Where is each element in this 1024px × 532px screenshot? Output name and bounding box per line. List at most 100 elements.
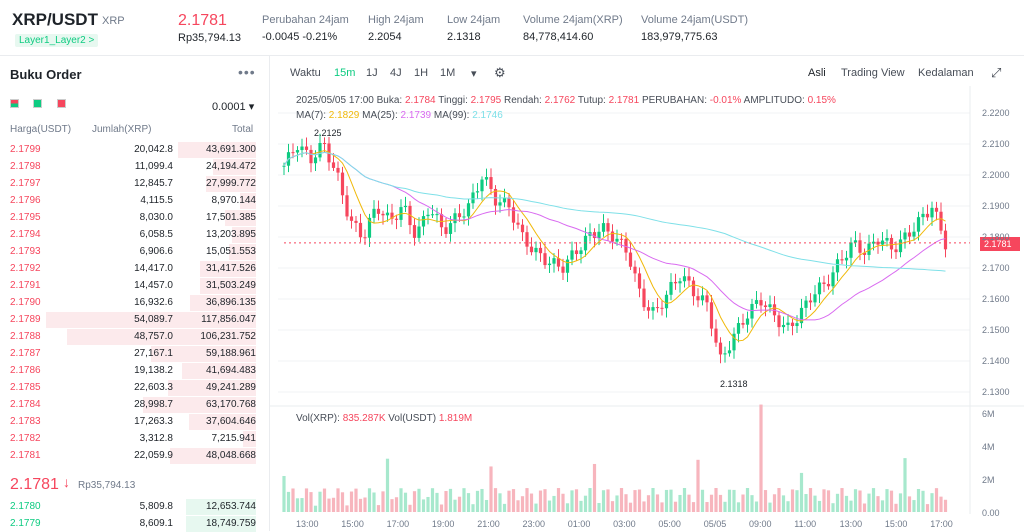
pair-name[interactable]: XRP/USDT xyxy=(12,10,98,29)
category-tag[interactable]: Layer1_Layer2 > xyxy=(15,34,99,47)
volume-bar xyxy=(624,494,628,512)
ask-row[interactable]: 2.1781 22,059.9 48,048.668 xyxy=(0,447,270,464)
ask-price: 2.1794 xyxy=(10,229,41,240)
ask-row[interactable]: 2.1787 27,167.1 59,188.961 xyxy=(0,345,270,362)
kline-chart[interactable]: 2.2125 2.1318 Waktu 15m 1J 4J 1H 1M ▾ ⚙ A… xyxy=(270,56,1024,531)
vol-axis-label: 4M xyxy=(982,442,995,452)
volume-bar xyxy=(790,489,795,512)
candle-body xyxy=(340,172,345,196)
volume-bar xyxy=(313,505,318,512)
volume-bar xyxy=(804,494,808,512)
ask-row[interactable]: 2.1796 4,115.5 8,970.144 xyxy=(0,192,270,209)
depth-bar xyxy=(168,380,256,396)
volume-bar xyxy=(336,488,340,512)
ask-amount: 22,603.3 xyxy=(134,382,173,393)
time-axis-label: 05:00 xyxy=(658,519,681,529)
volume-bar xyxy=(673,501,678,512)
bid-row[interactable]: 2.1779 8,609.1 18,749.759 xyxy=(0,515,270,532)
depth-bar xyxy=(243,431,256,447)
depth-bar xyxy=(229,244,256,260)
chart-canvas[interactable]: 2.2125 2.1318 xyxy=(270,56,1024,531)
candle-body xyxy=(759,300,763,306)
ask-row[interactable]: 2.1798 11,099.4 24,194.472 xyxy=(0,158,270,175)
volume-bar xyxy=(561,493,565,512)
ask-price: 2.1786 xyxy=(10,365,41,376)
ask-price: 2.1783 xyxy=(10,416,41,427)
mode-both-icon[interactable] xyxy=(10,99,19,108)
ask-price: 2.1787 xyxy=(10,348,41,359)
ask-row[interactable]: 2.1793 6,906.6 15,051.553 xyxy=(0,243,270,260)
candle-body xyxy=(619,238,624,240)
candle-body xyxy=(930,207,934,218)
ask-row[interactable]: 2.1795 8,030.0 17,501.385 xyxy=(0,209,270,226)
bid-row[interactable]: 2.1780 5,809.8 12,653.744 xyxy=(0,498,270,515)
ask-row[interactable]: 2.1782 3,312.8 7,215.941 xyxy=(0,430,270,447)
candle-body xyxy=(439,214,444,228)
candle-body xyxy=(741,323,745,325)
mode-bids-icon[interactable] xyxy=(33,99,42,108)
candle-body xyxy=(300,146,304,151)
ask-row[interactable]: 2.1783 17,263.3 37,604.646 xyxy=(0,413,270,430)
precision-select[interactable]: 0.0001 ▾ xyxy=(212,101,255,113)
settings-icon[interactable]: ⚙ xyxy=(494,65,506,80)
price-axis-label: 2.1800 xyxy=(982,232,1010,242)
ask-amount: 54,089.7 xyxy=(134,314,173,325)
ask-total: 31,417.526 xyxy=(205,263,256,274)
volume-bar xyxy=(448,488,453,512)
candle-body xyxy=(826,283,831,287)
candle-body xyxy=(799,307,804,324)
ask-row[interactable]: 2.1799 20,042.8 43,691.300 xyxy=(0,141,270,158)
candle-body xyxy=(907,232,912,237)
more-icon[interactable]: ••• xyxy=(238,64,256,80)
tab-4j[interactable]: 4J xyxy=(390,67,402,79)
candle-body xyxy=(570,250,574,260)
ask-row[interactable]: 2.1792 14,417.0 31,417.526 xyxy=(0,260,270,277)
candle-body xyxy=(498,202,502,206)
volume-bar xyxy=(484,499,489,512)
ask-row[interactable]: 2.1784 28,998.7 63,170.768 xyxy=(0,396,270,413)
tab-1j[interactable]: 1J xyxy=(366,67,378,79)
candle-body xyxy=(768,304,772,308)
volume-bar xyxy=(925,504,930,512)
volume-bar xyxy=(808,488,813,512)
volume-bar xyxy=(844,495,849,512)
ask-total: 49,241.289 xyxy=(205,382,256,393)
ask-row[interactable]: 2.1791 14,457.0 31,503.249 xyxy=(0,277,270,294)
view-depth[interactable]: Kedalaman xyxy=(918,67,974,79)
last-price: 2.1781 xyxy=(178,12,227,29)
ask-row[interactable]: 2.1785 22,603.3 49,241.289 xyxy=(0,379,270,396)
volume-bar xyxy=(750,495,754,512)
candle-body xyxy=(871,241,876,244)
candle-body xyxy=(448,223,453,234)
ask-row[interactable]: 2.1786 19,138.2 41,694.483 xyxy=(0,362,270,379)
mode-asks-icon[interactable] xyxy=(57,99,66,108)
tab-1m[interactable]: 1M xyxy=(440,67,456,79)
ask-row[interactable]: 2.1794 6,058.5 13,203.895 xyxy=(0,226,270,243)
candle-body xyxy=(763,305,768,308)
view-asli[interactable]: Asli xyxy=(808,67,826,79)
volume-bar xyxy=(529,493,534,512)
view-tradingview[interactable]: Trading View xyxy=(841,67,905,79)
orderbook-last-price: 2.1781 xyxy=(10,476,59,493)
volume-bar xyxy=(597,502,601,512)
ask-total: 59,188.961 xyxy=(205,348,256,359)
volume-bar xyxy=(318,491,322,512)
volume-bar xyxy=(570,490,574,512)
ask-total: 106,231.752 xyxy=(200,331,256,342)
candle-body xyxy=(363,237,367,239)
expand-icon[interactable]: ⤢ xyxy=(991,65,1002,80)
tab-15m[interactable]: 15m xyxy=(334,67,356,79)
orderbook-title: Buku Order xyxy=(10,67,82,82)
tab-1h[interactable]: 1H xyxy=(414,67,429,79)
ask-row[interactable]: 2.1789 54,089.7 117,856.047 xyxy=(0,311,270,328)
volume-bar xyxy=(786,501,790,512)
tab-waktu[interactable]: Waktu xyxy=(290,67,321,79)
ask-row[interactable]: 2.1797 12,845.7 27,999.772 xyxy=(0,175,270,192)
ask-row[interactable]: 2.1790 16,932.6 36,896.135 xyxy=(0,294,270,311)
volume-bar xyxy=(565,503,570,512)
interval-dropdown-icon[interactable]: ▾ xyxy=(471,68,477,80)
bid-amount: 5,809.8 xyxy=(139,501,173,512)
candle-body xyxy=(709,302,714,329)
ask-row[interactable]: 2.1788 48,757.0 106,231.752 xyxy=(0,328,270,345)
volume-bar xyxy=(619,488,624,512)
